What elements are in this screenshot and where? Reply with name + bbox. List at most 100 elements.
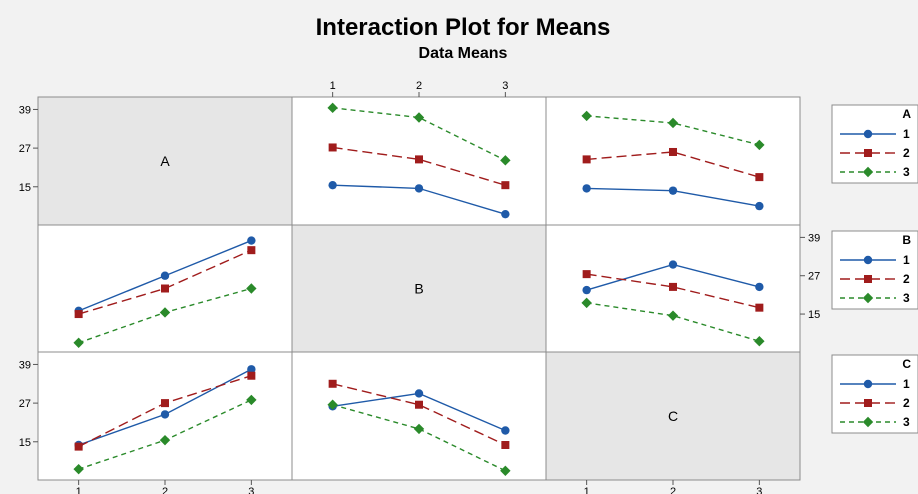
legend-title: C (902, 357, 911, 371)
legend-label: 1 (903, 377, 910, 391)
legend-title: B (902, 233, 911, 247)
data-point (327, 399, 338, 410)
data-point (247, 365, 256, 374)
series-line (586, 302, 760, 342)
x-tick-label: 1 (76, 486, 82, 494)
data-point (501, 426, 510, 435)
y-tick-label: 27 (19, 398, 31, 410)
data-point (755, 303, 764, 312)
x-tick-label: 2 (162, 486, 168, 494)
y-tick-label: 27 (808, 271, 820, 283)
data-point (755, 201, 764, 211)
data-point (414, 389, 424, 398)
data-point (754, 139, 765, 151)
y-tick-label: 15 (19, 182, 31, 194)
y-tick-label: 39 (19, 104, 31, 116)
factor-label: C (668, 408, 678, 424)
data-point (415, 400, 423, 409)
data-point (247, 246, 256, 255)
data-point (328, 180, 337, 190)
data-point (500, 465, 511, 476)
series-line (586, 115, 760, 146)
panel-grid: A B C 15 27 39 15 27 39 15 27 39 1 2 3 1 2 3 1 2 3 (19, 80, 821, 494)
data-point (582, 270, 591, 279)
data-point (328, 143, 337, 152)
legend-marker (863, 129, 873, 139)
chart-title: Interaction Plot for Means (316, 14, 611, 41)
data-point (246, 283, 257, 294)
x-tick-label: 1 (330, 80, 336, 92)
legend-marker (864, 149, 872, 157)
data-point (413, 423, 425, 435)
data-point (73, 337, 84, 349)
data-point (500, 155, 511, 166)
data-point (159, 307, 171, 318)
data-point (161, 284, 169, 293)
data-point (74, 442, 83, 451)
legend-marker (863, 255, 873, 265)
chart-subtitle: Data Means (419, 45, 508, 62)
y-tick-label: 27 (19, 143, 31, 155)
data-point (754, 336, 765, 347)
data-point (581, 297, 592, 309)
data-point (582, 285, 591, 295)
x-tick-label: 3 (248, 486, 254, 494)
data-point (160, 271, 170, 280)
legend-marker (862, 166, 874, 178)
diagonal-panel (545, 351, 801, 481)
data-point (669, 282, 677, 291)
x-tick-label: 3 (502, 80, 508, 92)
data-point (755, 282, 764, 292)
data-point (755, 173, 764, 182)
data-point (247, 236, 256, 245)
series-line (332, 404, 506, 472)
data-point (247, 371, 256, 380)
y-tick-label: 15 (808, 309, 820, 321)
data-point (160, 410, 170, 419)
y-tick-label: 39 (808, 232, 820, 244)
x-tick-label: 1 (584, 486, 590, 494)
data-point (159, 434, 171, 446)
legend-label: 3 (903, 165, 910, 179)
data-point (327, 102, 338, 114)
data-point (414, 184, 424, 193)
data-point (413, 112, 425, 123)
data-point (415, 155, 423, 164)
legend-label: 2 (903, 396, 910, 410)
series-line (332, 383, 506, 446)
data-point (501, 209, 510, 219)
x-tick-label: 3 (756, 486, 762, 494)
data-point (667, 310, 679, 321)
legend-marker (864, 399, 872, 407)
factor-label: B (414, 281, 423, 297)
legend-label: 1 (903, 253, 910, 267)
legend-label: 1 (903, 127, 910, 141)
legend-box (831, 230, 918, 310)
data-point (501, 181, 510, 190)
data-point (328, 379, 337, 388)
diagonal-panel (291, 224, 547, 353)
y-tick-label: 39 (19, 359, 31, 371)
legend-label: 2 (903, 272, 910, 286)
data-point (668, 186, 678, 195)
legend-marker (862, 292, 874, 304)
legend-label: 3 (903, 415, 910, 429)
legend-box (831, 354, 918, 434)
x-tick-label: 2 (670, 486, 676, 494)
plot-panel (291, 351, 547, 481)
legend-marker (862, 416, 874, 428)
legend-title: A (902, 107, 911, 121)
legend-marker (863, 379, 873, 389)
legend-box (831, 104, 918, 184)
data-point (668, 260, 678, 269)
diagonal-panel (37, 96, 293, 226)
data-point (501, 441, 510, 449)
data-point (669, 147, 677, 156)
legend-marker (864, 275, 872, 283)
x-tick-label: 2 (416, 80, 422, 92)
data-point (582, 184, 591, 193)
legend-area: A 1 2 3 B 1 2 3 C 1 2 3 (831, 104, 918, 434)
data-point (161, 399, 169, 408)
y-tick-label: 15 (19, 437, 31, 449)
